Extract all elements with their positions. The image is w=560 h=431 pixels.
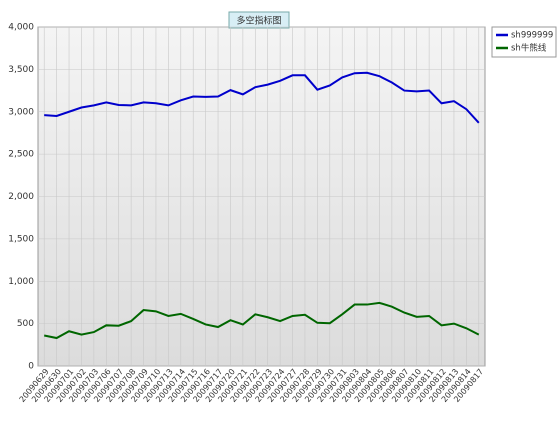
- y-tick-label: 2,000: [8, 192, 34, 202]
- y-tick-label: 1,500: [8, 234, 34, 244]
- chart-title: 多空指标图: [236, 15, 281, 27]
- y-tick-label: 3,500: [8, 65, 34, 75]
- y-tick-label: 4,000: [8, 23, 34, 33]
- y-tick-label: 0: [28, 362, 34, 372]
- y-tick-label: 500: [17, 319, 34, 329]
- series-line: [44, 71, 480, 124]
- legend-label: sh999999: [511, 31, 553, 41]
- y-tick-label: 1,000: [8, 277, 34, 287]
- legend-label: sh牛熊线: [511, 43, 547, 54]
- title-box: [228, 11, 290, 29]
- y-tick-label: 2,500: [8, 150, 34, 160]
- y-tick-label: 3,000: [8, 107, 34, 117]
- series-line: [44, 301, 480, 340]
- legend: [491, 26, 557, 58]
